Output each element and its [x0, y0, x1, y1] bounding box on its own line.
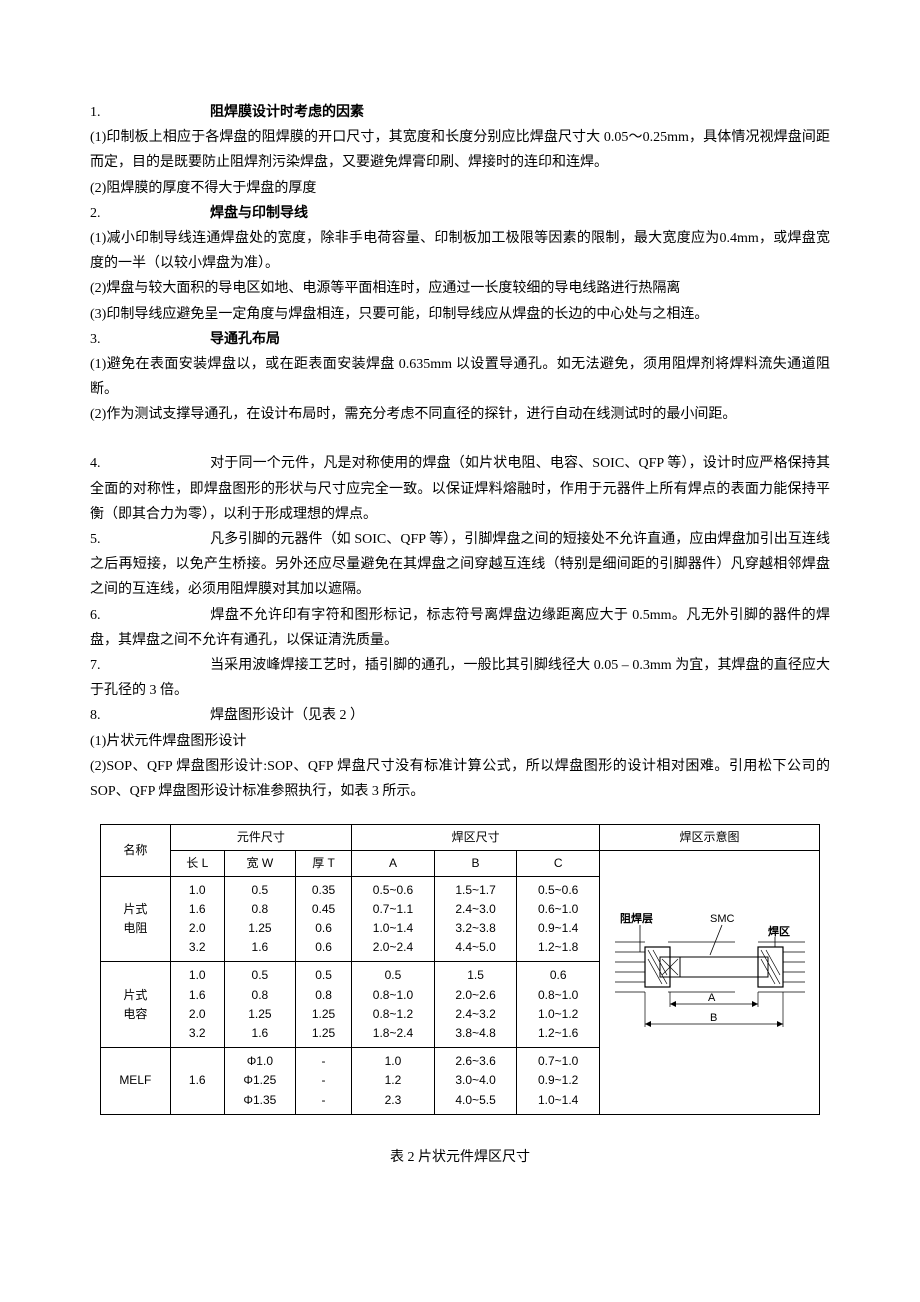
section-7: 7.当采用波峰焊接工艺时，插引脚的通孔，一般比其引脚线径大 0.05 – 0.3… [90, 653, 830, 703]
th-comp-size: 元件尺寸 [170, 825, 352, 851]
cell-W-0: 0.50.81.251.6 [224, 876, 295, 962]
cell-L-2: 1.6 [170, 1048, 224, 1115]
section-num-2: 2. [90, 201, 210, 226]
cell-A-1: 0.50.8~1.00.8~1.21.8~2.4 [352, 962, 435, 1048]
section-5: 5.凡多引脚的元器件（如 SOIC、QFP 等），引脚焊盘之间的短接处不允许直通… [90, 527, 830, 603]
cell-A-2: 1.01.22.3 [352, 1048, 435, 1115]
section-8: 8.焊盘图形设计（见表 2 ） [90, 703, 830, 728]
section-4: 4.对于同一个元件，凡是对称使用的焊盘（如片状电阻、电容、SOIC、QFP 等）… [90, 451, 830, 527]
cell-C-2: 0.7~1.00.9~1.21.0~1.4 [517, 1048, 600, 1115]
cell-T-0: 0.350.450.60.6 [295, 876, 351, 962]
th-W: 宽 W [224, 850, 295, 876]
item-3-2: (2)作为测试支撑导通孔，在设计布局时，需充分考虑不同直径的探针，进行自动在线测… [90, 402, 830, 427]
th-pad-size: 焊区尺寸 [352, 825, 600, 851]
diagram-cell: 阻焊层 SMC 焊区 [600, 850, 820, 1114]
cell-L-1: 1.01.62.03.2 [170, 962, 224, 1048]
th-B: B [434, 850, 517, 876]
cell-name-0: 片式电阻 [101, 876, 171, 962]
item-2-1: (1)减小印制导线连通焊盘处的宽度，除非手电荷容量、印制板加工极限等因素的限制，… [90, 226, 830, 276]
section-num-6: 6. [90, 603, 210, 628]
section-num-1: 1. [90, 100, 210, 125]
section-num-3: 3. [90, 327, 210, 352]
label-smc: SMC [710, 913, 735, 925]
item-1-1: (1)印制板上相应于各焊盘的阻焊膜的开口尺寸，其宽度和长度分别应比焊盘尺寸大 0… [90, 125, 830, 175]
item-1-2: (2)阻焊膜的厚度不得大于焊盘的厚度 [90, 176, 830, 201]
section-num-7: 7. [90, 653, 210, 678]
cell-T-2: --- [295, 1048, 351, 1115]
cell-A-0: 0.5~0.60.7~1.11.0~1.42.0~2.4 [352, 876, 435, 962]
section-num-5: 5. [90, 527, 210, 552]
cell-C-0: 0.5~0.60.6~1.00.9~1.41.2~1.8 [517, 876, 600, 962]
th-name: 名称 [101, 825, 171, 877]
item-3-1: (1)避免在表面安装焊盘以，或在距表面安装焊盘 0.635mm 以设置导通孔。如… [90, 352, 830, 402]
cell-name-2: MELF [101, 1048, 171, 1115]
cell-L-0: 1.01.62.03.2 [170, 876, 224, 962]
th-L: 长 L [170, 850, 224, 876]
pad-size-table: 名称 元件尺寸 焊区尺寸 焊区示意图 长 L 宽 W 厚 T A B C 阻焊层… [100, 824, 820, 1115]
label-pad: 焊区 [768, 924, 790, 938]
section-2-heading: 2.焊盘与印制导线 [90, 201, 830, 226]
label-mask: 阻焊层 [620, 911, 653, 925]
item-2-2: (2)焊盘与较大面积的导电区如地、电源等平面相连时，应通过一长度较细的导电线路进… [90, 276, 830, 301]
section-title-3: 导通孔布局 [210, 332, 280, 347]
section-1-heading: 1.阻焊膜设计时考虑的因素 [90, 100, 830, 125]
item-8-2: (2)SOP、QFP 焊盘图形设计:SOP、QFP 焊盘尺寸没有标准计算公式，所… [90, 754, 830, 804]
cell-W-1: 0.50.81.251.6 [224, 962, 295, 1048]
section-num-4: 4. [90, 451, 210, 476]
cell-B-0: 1.5~1.72.4~3.03.2~3.84.4~5.0 [434, 876, 517, 962]
cell-name-1: 片式电容 [101, 962, 171, 1048]
th-T: 厚 T [295, 850, 351, 876]
pad-diagram: 阻焊层 SMC 焊区 [610, 907, 810, 1057]
section-6: 6.焊盘不允许印有字符和图形标记，标志符号离焊盘边缘距离应大于 0.5mm。凡无… [90, 603, 830, 653]
item-2-3: (3)印制导线应避免呈一定角度与焊盘相连，只要可能，印制导线应从焊盘的长边的中心… [90, 302, 830, 327]
cell-T-1: 0.50.81.251.25 [295, 962, 351, 1048]
section-3-heading: 3.导通孔布局 [90, 327, 830, 352]
section-title-2: 焊盘与印制导线 [210, 206, 308, 221]
label-b: B [710, 1012, 717, 1024]
cell-C-1: 0.60.8~1.01.0~1.21.2~1.6 [517, 962, 600, 1048]
cell-W-2: Φ1.0Φ1.25Φ1.35 [224, 1048, 295, 1115]
th-C: C [517, 850, 600, 876]
section-title-1: 阻焊膜设计时考虑的因素 [210, 105, 364, 120]
th-A: A [352, 850, 435, 876]
section-body-8: 焊盘图形设计（见表 2 ） [210, 708, 364, 723]
table-caption: 表 2 片状元件焊区尺寸 [90, 1145, 830, 1170]
cell-B-2: 2.6~3.63.0~4.04.0~5.5 [434, 1048, 517, 1115]
cell-B-1: 1.52.0~2.62.4~3.23.8~4.8 [434, 962, 517, 1048]
th-schematic: 焊区示意图 [600, 825, 820, 851]
item-8-1: (1)片状元件焊盘图形设计 [90, 729, 830, 754]
label-a: A [708, 992, 716, 1004]
section-num-8: 8. [90, 703, 210, 728]
